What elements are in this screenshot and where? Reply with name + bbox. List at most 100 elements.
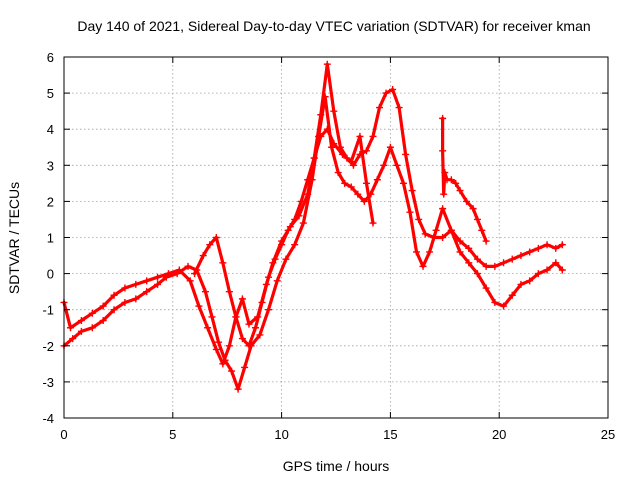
data-point-marker: [271, 255, 279, 263]
data-point-marker: [143, 277, 151, 285]
data-point-marker: [330, 107, 338, 115]
data-point-marker: [265, 306, 273, 314]
data-point-marker: [482, 237, 490, 245]
data-point-marker: [195, 302, 203, 310]
data-point-marker: [432, 226, 440, 234]
data-point-marker: [360, 197, 368, 205]
data-point-marker: [415, 215, 423, 223]
data-point-marker: [369, 132, 377, 140]
data-point-marker: [219, 360, 227, 368]
data-point-marker: [297, 197, 305, 205]
data-point-marker: [110, 306, 118, 314]
data-point-marker: [500, 259, 508, 267]
x-tick-label: 20: [492, 427, 506, 442]
data-point-marker: [558, 241, 566, 249]
series-spike-17.4: [439, 114, 490, 245]
data-point-marker: [469, 205, 477, 213]
data-point-marker: [543, 241, 551, 249]
data-point-marker: [508, 291, 516, 299]
x-axis-label: GPS time / hours: [283, 458, 390, 474]
data-point-marker: [291, 215, 299, 223]
x-tick-label: 10: [274, 427, 288, 442]
data-point-marker: [99, 317, 107, 325]
data-point-marker: [88, 324, 96, 332]
data-point-marker: [347, 158, 355, 166]
data-point-marker: [201, 288, 209, 296]
axis-ticks: 0 5 10 15 20 25 -4 -3 -2 -1 0 1 2 3 4 5 6: [42, 50, 615, 442]
data-point-marker: [225, 288, 233, 296]
data-point-marker: [382, 89, 390, 97]
y-axis-label: SDTVAR / TECUs: [6, 182, 22, 294]
data-point-marker: [362, 147, 370, 155]
data-point-marker: [88, 309, 96, 317]
data-point-marker: [67, 324, 75, 332]
data-point-marker: [534, 270, 542, 278]
data-point-marker: [339, 150, 347, 158]
data-point-marker: [341, 179, 349, 187]
data-point-marker: [376, 104, 384, 112]
data-point-marker: [154, 273, 162, 281]
data-point-marker: [245, 320, 253, 328]
data-point-marker: [421, 230, 429, 238]
data-point-marker: [349, 161, 357, 169]
data-point-marker: [478, 226, 486, 234]
data-point-marker: [473, 255, 481, 263]
y-tick-label: 1: [47, 231, 54, 246]
data-point-marker: [323, 125, 331, 133]
data-point-marker: [517, 280, 525, 288]
data-point-marker: [184, 262, 192, 270]
data-point-marker: [473, 270, 481, 278]
data-point-marker: [291, 241, 299, 249]
data-point-marker: [552, 259, 560, 267]
data-series: [60, 60, 566, 393]
data-point-marker: [395, 104, 403, 112]
data-point-marker: [526, 277, 534, 285]
data-point-marker: [465, 244, 473, 252]
series-track-2: [60, 93, 566, 393]
data-point-marker: [121, 298, 129, 306]
series-line: [62, 62, 564, 366]
data-point-marker: [330, 140, 338, 148]
data-point-marker: [463, 197, 471, 205]
series-line: [62, 95, 564, 391]
y-tick-label: 2: [47, 194, 54, 209]
data-point-marker: [162, 273, 170, 281]
data-point-marker: [465, 259, 473, 267]
data-point-marker: [214, 338, 222, 346]
data-point-marker: [369, 219, 377, 227]
data-point-marker: [380, 161, 388, 169]
data-point-marker: [251, 324, 259, 332]
data-point-marker: [121, 284, 129, 292]
data-point-marker: [362, 179, 370, 187]
data-point-marker: [204, 324, 212, 332]
data-point-marker: [241, 363, 249, 371]
data-point-marker: [500, 302, 508, 310]
data-point-marker: [321, 93, 329, 101]
x-tick-label: 0: [60, 427, 67, 442]
data-point-marker: [228, 367, 236, 375]
data-point-marker: [99, 302, 107, 310]
series-track-1: [60, 60, 566, 368]
data-point-marker: [440, 190, 448, 198]
data-point-marker: [186, 277, 194, 285]
y-tick-label: -3: [42, 375, 54, 390]
data-point-marker: [212, 345, 220, 353]
data-point-marker: [482, 284, 490, 292]
data-point-marker: [386, 143, 394, 151]
data-point-marker: [482, 262, 490, 270]
data-point-marker: [199, 252, 207, 260]
data-point-marker: [439, 205, 447, 213]
data-point-marker: [373, 176, 381, 184]
data-point-marker: [238, 335, 246, 343]
y-tick-label: 5: [47, 86, 54, 101]
data-point-marker: [191, 270, 199, 278]
data-point-marker: [347, 183, 355, 191]
data-point-marker: [219, 259, 227, 267]
data-point-marker: [221, 356, 229, 364]
data-point-marker: [447, 226, 455, 234]
y-tick-label: 0: [47, 267, 54, 282]
data-point-marker: [526, 248, 534, 256]
y-tick-label: 4: [47, 122, 54, 137]
data-point-marker: [456, 187, 464, 195]
